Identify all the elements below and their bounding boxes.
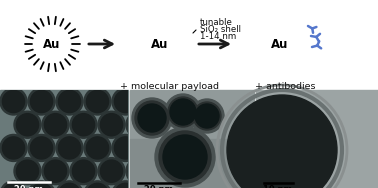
Circle shape [28,134,55,161]
Circle shape [14,111,41,138]
Bar [130,139,254,188]
Bar [0,90,128,188]
Circle shape [84,134,111,161]
Circle shape [190,99,224,133]
Circle shape [70,111,97,138]
Circle shape [112,134,139,161]
Circle shape [87,90,108,113]
Circle shape [261,25,299,63]
Circle shape [40,32,64,56]
Text: 20 nm: 20 nm [144,184,174,188]
Circle shape [138,104,166,132]
Circle shape [45,160,67,182]
Circle shape [42,34,53,45]
Circle shape [271,35,281,45]
Circle shape [56,134,83,161]
Circle shape [56,88,83,115]
Text: + antibodies: + antibodies [255,82,315,91]
Circle shape [31,183,53,188]
Text: 20 nm: 20 nm [14,184,43,188]
Circle shape [135,101,169,135]
Circle shape [2,137,25,159]
Circle shape [73,160,94,182]
Circle shape [98,111,125,138]
Circle shape [126,111,153,138]
Circle shape [28,181,55,188]
Circle shape [149,33,171,55]
Circle shape [87,183,108,188]
Circle shape [59,183,81,188]
Circle shape [227,95,337,188]
Circle shape [129,114,150,136]
Circle shape [155,127,215,187]
Circle shape [195,104,219,128]
Circle shape [168,97,198,127]
Circle shape [32,24,72,64]
Circle shape [42,158,69,185]
Circle shape [2,90,25,113]
Text: tunable: tunable [200,18,233,27]
Circle shape [73,114,94,136]
Circle shape [112,181,139,188]
Circle shape [101,160,122,182]
Circle shape [115,137,136,159]
Circle shape [56,181,83,188]
Circle shape [163,135,207,179]
Circle shape [16,114,39,136]
Circle shape [14,158,41,185]
Circle shape [129,160,150,182]
Text: SiO₂ shell: SiO₂ shell [200,25,241,34]
Circle shape [159,131,211,183]
Circle shape [0,134,27,161]
Text: Au: Au [271,39,289,52]
Circle shape [70,158,97,185]
Circle shape [129,13,191,75]
Text: 10 nm: 10 nm [263,184,293,188]
Circle shape [141,25,179,63]
Circle shape [31,90,53,113]
Circle shape [101,114,122,136]
Circle shape [250,14,310,74]
Circle shape [59,137,81,159]
Circle shape [98,158,125,185]
Circle shape [45,114,67,136]
Circle shape [115,183,136,188]
Circle shape [115,90,136,113]
Circle shape [112,88,139,115]
Circle shape [269,33,291,55]
Text: 1-14 nm: 1-14 nm [200,32,236,41]
Circle shape [28,88,55,115]
Bar [130,90,254,139]
Bar [256,90,378,188]
Circle shape [165,94,201,130]
Circle shape [0,88,27,115]
Circle shape [84,88,111,115]
Circle shape [193,102,221,130]
Circle shape [170,99,196,125]
Circle shape [150,35,161,45]
Circle shape [0,181,27,188]
Text: Au: Au [43,39,61,52]
Circle shape [59,90,81,113]
Text: Au: Au [151,39,169,52]
Circle shape [31,137,53,159]
Circle shape [42,111,69,138]
Circle shape [84,181,111,188]
Text: + molecular payload: + molecular payload [121,82,220,91]
Circle shape [132,98,172,138]
Circle shape [2,183,25,188]
Circle shape [87,137,108,159]
Circle shape [126,158,153,185]
Circle shape [16,160,39,182]
